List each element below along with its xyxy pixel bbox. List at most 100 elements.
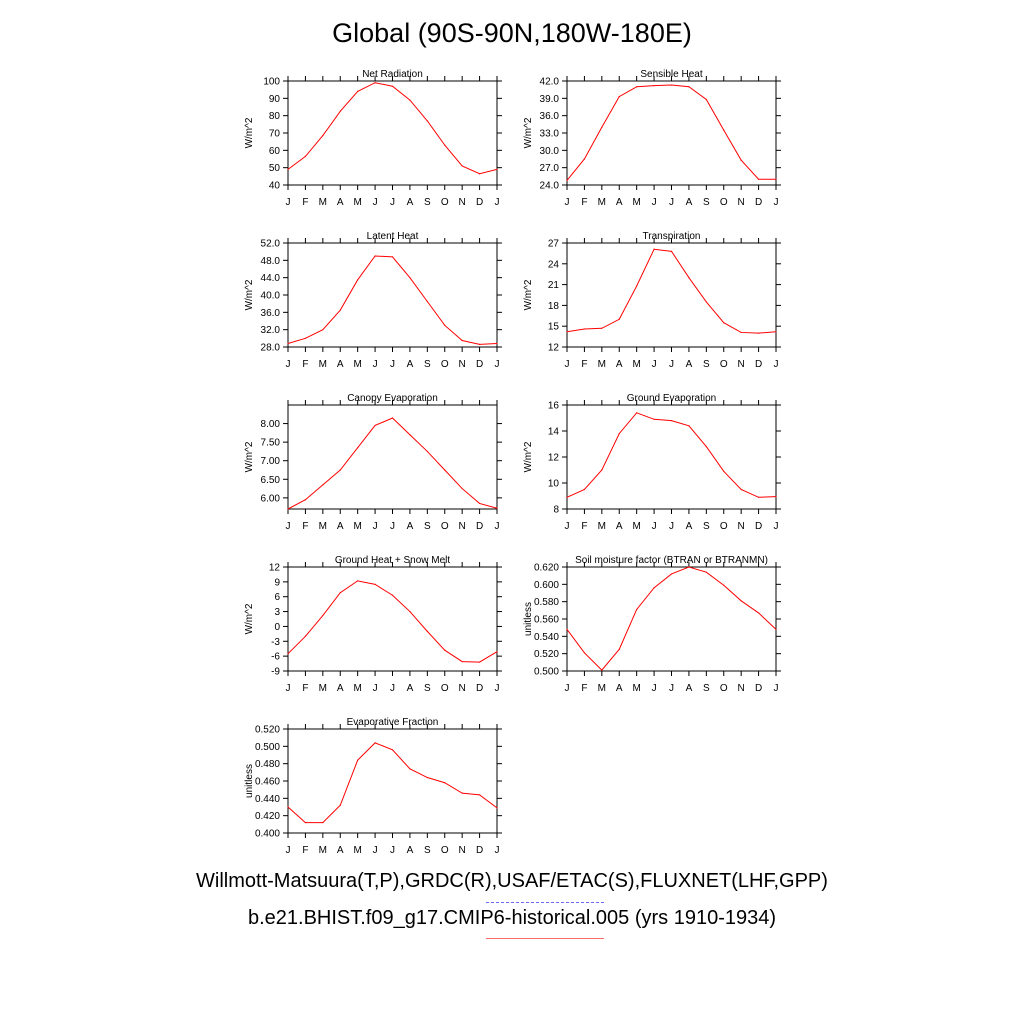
y-tick-label: 60	[269, 146, 281, 157]
x-tick-label: J	[774, 197, 779, 208]
x-tick-label: J	[669, 197, 674, 208]
data-point	[775, 178, 777, 180]
y-tick-label: 6.50	[261, 475, 281, 486]
y-tick-label: 21	[548, 280, 560, 291]
data-point	[357, 90, 359, 92]
data-point	[426, 630, 428, 632]
series-line	[287, 82, 498, 175]
data-point	[723, 584, 725, 586]
x-tick-label: J	[669, 359, 674, 370]
data-point	[601, 669, 603, 671]
data-point	[653, 418, 655, 420]
x-tick-label: A	[337, 359, 344, 370]
x-tick-label: S	[424, 683, 431, 694]
plot-frame	[566, 242, 777, 348]
series-line	[566, 84, 776, 181]
x-tick-label: J	[495, 683, 500, 694]
x-tick-label: M	[319, 845, 327, 856]
x-tick-label: D	[755, 359, 762, 370]
x-tick-label: N	[459, 845, 466, 856]
data-point	[357, 580, 359, 582]
data-point	[287, 342, 289, 345]
x-tick-label: S	[703, 683, 710, 694]
chart-panel: Evaporative Fraction unitless 0.400 0.420 0.…	[244, 717, 502, 856]
x-tick-label: J	[390, 359, 395, 370]
y-tick-label: 40.0	[261, 291, 281, 302]
data-point	[478, 343, 481, 345]
y-axis-label: W/m^2	[244, 603, 255, 634]
y-tick-label: 50	[269, 163, 281, 174]
chart-panel: Soil moisture factor (BTRAN or BTRANMN) u…	[523, 555, 781, 694]
data-point	[461, 165, 463, 167]
y-tick-label: 24	[548, 259, 560, 270]
data-point	[391, 749, 394, 751]
data-point	[618, 318, 620, 320]
y-axis-label: unitless	[523, 602, 534, 636]
y-tick-label: 0	[274, 622, 280, 633]
data-point	[705, 446, 707, 448]
y-axis-label: W/m^2	[244, 441, 255, 472]
x-tick-label: J	[373, 521, 378, 532]
data-point	[374, 742, 376, 744]
data-point	[391, 256, 394, 258]
chart-title: Net Radiation	[362, 69, 423, 80]
x-tick-label: A	[337, 521, 344, 532]
x-tick-label: D	[476, 197, 483, 208]
y-tick-label: -3	[271, 637, 280, 648]
chart-panel: Canopy Evaporation W/m^2 6.00 6.50 7.00 7.50 8…	[244, 393, 502, 532]
y-tick-label: -9	[271, 667, 280, 678]
y-tick-label: 0.580	[534, 597, 559, 608]
data-point	[374, 255, 376, 257]
x-tick-label: O	[441, 197, 449, 208]
data-point	[705, 98, 707, 101]
data-point	[391, 85, 394, 87]
x-tick-label: A	[616, 521, 623, 532]
x-tick-label: M	[632, 359, 640, 370]
y-tick-label: 32.0	[261, 325, 281, 336]
data-point	[304, 499, 307, 501]
data-point	[478, 794, 481, 796]
y-tick-label: 30.0	[540, 146, 560, 157]
chart-title: Evaporative Fraction	[347, 717, 439, 728]
data-point	[461, 660, 463, 663]
y-tick-label: 6.00	[261, 493, 281, 504]
data-point	[409, 434, 411, 436]
y-tick-label: 48.0	[261, 256, 281, 267]
chart-title: Ground Evaporation	[627, 393, 717, 404]
y-tick-label: 12	[269, 563, 281, 574]
y-tick-label: 8	[553, 505, 559, 516]
data-point	[618, 648, 620, 650]
x-tick-label: A	[686, 683, 693, 694]
data-point	[444, 649, 446, 651]
data-point	[775, 331, 777, 333]
data-point	[461, 487, 463, 490]
y-axis-label: W/m^2	[523, 279, 534, 310]
x-tick-label: M	[319, 359, 327, 370]
data-point	[426, 300, 428, 303]
x-tick-label: N	[459, 521, 466, 532]
data-point	[740, 159, 742, 161]
x-tick-label: S	[424, 359, 431, 370]
data-point	[757, 496, 760, 498]
y-axis-label: W/m^2	[244, 117, 255, 148]
x-tick-label: J	[652, 359, 657, 370]
y-tick-label: 0.620	[534, 563, 559, 574]
data-point	[583, 328, 586, 330]
x-tick-label: S	[703, 359, 710, 370]
data-point	[670, 420, 673, 422]
y-tick-label: 15	[548, 322, 560, 333]
data-point	[339, 804, 341, 806]
data-point	[409, 768, 411, 770]
data-point	[688, 566, 690, 568]
x-tick-label: J	[373, 683, 378, 694]
y-tick-label: -6	[271, 652, 280, 663]
x-tick-label: J	[286, 683, 291, 694]
data-point	[322, 822, 324, 824]
x-tick-label: O	[720, 197, 728, 208]
data-point	[444, 324, 446, 326]
data-point	[740, 331, 742, 334]
x-tick-label: M	[353, 845, 361, 856]
data-point	[636, 412, 638, 414]
data-point	[478, 661, 481, 663]
